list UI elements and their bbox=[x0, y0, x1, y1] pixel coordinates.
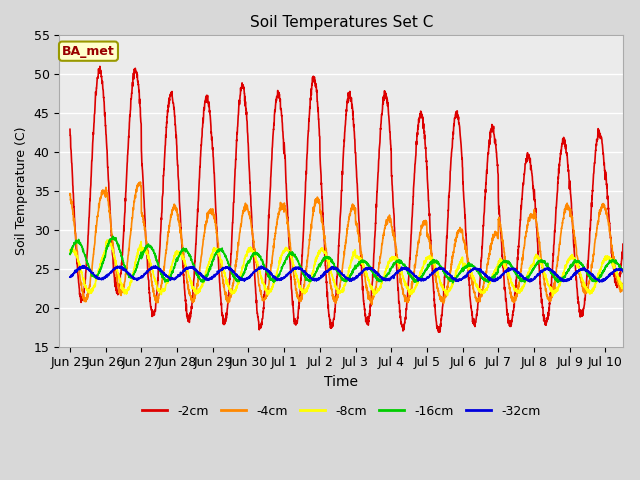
-4cm bbox=[278, 202, 286, 207]
-4cm bbox=[129, 205, 137, 211]
Line: -16cm: -16cm bbox=[70, 236, 623, 283]
-32cm bbox=[598, 279, 606, 285]
-2cm bbox=[129, 74, 137, 80]
-32cm bbox=[66, 274, 74, 280]
-32cm bbox=[129, 276, 137, 282]
Title: Soil Temperatures Set C: Soil Temperatures Set C bbox=[250, 15, 433, 30]
-16cm bbox=[163, 278, 170, 284]
-32cm bbox=[549, 269, 557, 275]
-4cm bbox=[136, 179, 144, 185]
Legend: -2cm, -4cm, -8cm, -16cm, -32cm: -2cm, -4cm, -8cm, -16cm, -32cm bbox=[137, 400, 545, 423]
Y-axis label: Soil Temperature (C): Soil Temperature (C) bbox=[15, 127, 28, 255]
Text: BA_met: BA_met bbox=[62, 45, 115, 58]
-8cm bbox=[549, 289, 557, 295]
-8cm bbox=[104, 237, 112, 243]
-2cm bbox=[163, 132, 170, 137]
-2cm bbox=[620, 242, 627, 248]
-4cm bbox=[620, 284, 627, 290]
-32cm bbox=[278, 275, 286, 281]
-4cm bbox=[368, 301, 376, 307]
-4cm bbox=[163, 248, 170, 253]
-2cm bbox=[66, 126, 74, 132]
-8cm bbox=[278, 251, 286, 256]
Line: -2cm: -2cm bbox=[70, 66, 623, 332]
-4cm bbox=[66, 191, 74, 196]
-8cm bbox=[129, 271, 137, 276]
-16cm bbox=[66, 252, 74, 257]
-2cm bbox=[278, 120, 286, 126]
-8cm bbox=[66, 248, 74, 253]
-16cm bbox=[129, 273, 137, 278]
-8cm bbox=[549, 293, 557, 299]
-16cm bbox=[109, 233, 116, 239]
-8cm bbox=[303, 288, 310, 294]
-8cm bbox=[620, 284, 627, 290]
-16cm bbox=[549, 273, 557, 278]
-16cm bbox=[449, 280, 456, 286]
-32cm bbox=[80, 263, 88, 268]
-2cm bbox=[609, 259, 616, 264]
-2cm bbox=[549, 251, 557, 256]
-16cm bbox=[278, 264, 286, 270]
-32cm bbox=[163, 272, 170, 277]
-32cm bbox=[609, 270, 616, 276]
-2cm bbox=[436, 329, 444, 335]
-4cm bbox=[303, 270, 310, 276]
Line: -4cm: -4cm bbox=[70, 182, 623, 304]
-4cm bbox=[549, 287, 557, 293]
X-axis label: Time: Time bbox=[324, 375, 358, 389]
-2cm bbox=[303, 171, 310, 177]
Line: -32cm: -32cm bbox=[70, 265, 623, 282]
Line: -8cm: -8cm bbox=[70, 240, 623, 296]
-8cm bbox=[609, 259, 616, 265]
-16cm bbox=[620, 269, 627, 275]
-16cm bbox=[303, 276, 310, 282]
-32cm bbox=[303, 272, 310, 277]
-2cm bbox=[96, 63, 104, 69]
-8cm bbox=[163, 281, 170, 287]
-16cm bbox=[609, 257, 616, 263]
-4cm bbox=[609, 249, 616, 255]
-32cm bbox=[620, 269, 627, 275]
